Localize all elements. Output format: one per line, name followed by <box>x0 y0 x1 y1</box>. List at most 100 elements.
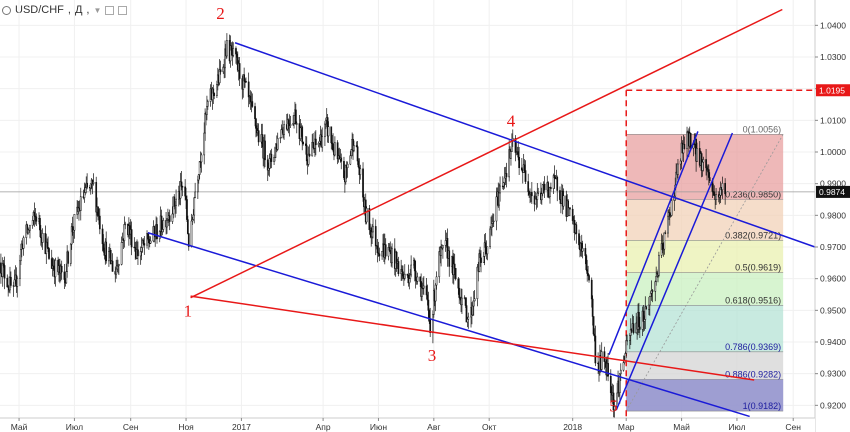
candle-body <box>171 213 174 222</box>
candle-body <box>632 323 635 334</box>
candle-body <box>108 251 110 262</box>
x-tick-label: Апр <box>316 422 331 432</box>
candle-body <box>1 263 4 277</box>
candle-body <box>624 353 627 362</box>
candle-body <box>69 243 72 264</box>
candle-body <box>679 160 682 165</box>
candle-body <box>590 279 593 300</box>
fib-zone <box>626 305 784 352</box>
candle-body <box>603 351 606 362</box>
candle-body <box>625 340 628 354</box>
candle-body <box>395 251 398 264</box>
circle-icon[interactable] <box>2 5 11 15</box>
y-tick-label: 1.0300 <box>820 52 846 62</box>
timeframe-label[interactable]: Д <box>74 4 83 16</box>
x-tick-label: 2017 <box>232 422 251 432</box>
candle-body <box>251 101 254 107</box>
candle-body <box>238 63 241 79</box>
x-tick-label: Мар <box>618 422 635 432</box>
candle-body <box>92 182 95 184</box>
candle-body <box>16 278 19 287</box>
candle-body <box>708 177 711 181</box>
fib-zone-bottom <box>626 379 784 412</box>
wave-label-2: 2 <box>216 4 225 23</box>
candle-body <box>187 219 189 234</box>
candle-body <box>180 181 183 187</box>
candle-body <box>305 145 308 162</box>
candle-body <box>330 126 333 144</box>
candle-body <box>130 229 133 248</box>
candle-body <box>454 268 457 280</box>
candle-body <box>701 161 704 171</box>
candle-body <box>156 224 158 240</box>
candle-body <box>440 247 442 256</box>
candle-body <box>270 153 273 162</box>
y-tick-label: 0.9200 <box>820 400 846 410</box>
candle-body <box>378 253 381 257</box>
candle-body <box>448 250 451 267</box>
candle-body <box>718 194 721 198</box>
candle-body <box>438 251 441 278</box>
candle-body <box>432 314 434 334</box>
candle-body <box>428 310 431 319</box>
candle-body <box>357 160 360 168</box>
candle-body <box>593 333 596 337</box>
candle-body <box>413 260 416 272</box>
candle-body <box>466 319 469 323</box>
candle-body <box>65 271 68 284</box>
candle-body <box>486 246 489 255</box>
candle-body <box>276 138 279 150</box>
candle-body <box>261 134 264 144</box>
candle-body <box>677 163 679 175</box>
candle-body <box>289 124 292 126</box>
candle-body <box>384 244 387 257</box>
candle-body <box>648 304 650 310</box>
candle-body <box>175 198 177 206</box>
candle-body <box>97 206 99 217</box>
chevron-down-icon[interactable]: ▼ <box>93 5 102 15</box>
candle-body <box>101 228 104 245</box>
timeframe-separator: , <box>86 4 90 16</box>
candle-body <box>584 248 587 256</box>
candle-body <box>508 149 510 178</box>
candle-body <box>648 296 651 306</box>
candle-body <box>200 154 203 163</box>
x-tick-label: Окт <box>482 422 496 432</box>
candle-body <box>142 239 145 244</box>
settings-icon[interactable] <box>118 5 128 15</box>
candle-body <box>586 269 589 274</box>
candle-body <box>219 69 222 73</box>
hide-icon[interactable] <box>105 5 115 15</box>
candle-body <box>194 191 196 199</box>
candle-body <box>102 243 105 251</box>
candle-body <box>537 192 540 194</box>
candle-body <box>414 270 417 281</box>
candle-body <box>3 265 6 279</box>
candle-body <box>619 369 622 375</box>
candle-body <box>365 208 368 223</box>
candle-body <box>353 145 355 151</box>
chart-header: USD/CHF, Д, ▼ <box>2 2 128 18</box>
x-tick-label: Май <box>11 422 28 432</box>
candle-body <box>305 143 307 146</box>
candle-body <box>299 127 302 140</box>
candle-body <box>553 175 556 179</box>
candle-body <box>530 192 533 197</box>
candle-body <box>158 231 161 240</box>
x-tick-label: 2018 <box>563 422 582 432</box>
candle-body <box>543 183 546 191</box>
candle-body <box>280 129 283 138</box>
candle-body <box>667 215 669 234</box>
candle-body <box>724 182 727 195</box>
candle-body <box>226 40 228 57</box>
candle-body <box>585 255 588 270</box>
candle-body <box>86 182 88 188</box>
candle-body <box>643 319 646 322</box>
candle-body <box>588 275 590 281</box>
x-tick-label: Май <box>673 422 690 432</box>
candle-body <box>374 226 377 247</box>
candle-body <box>594 335 597 364</box>
candle-body <box>295 123 298 125</box>
candle-body <box>408 278 411 284</box>
